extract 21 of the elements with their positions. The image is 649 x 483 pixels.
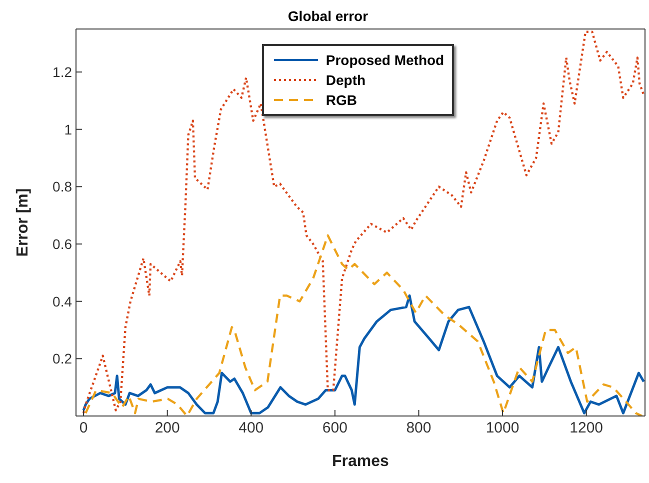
y-tick-label: 0.4 [52, 293, 72, 310]
x-tick-label: 600 [322, 420, 348, 437]
x-tick-label: 0 [79, 420, 88, 437]
line-series [82, 294, 645, 414]
x-tick-label: 1000 [486, 420, 520, 437]
y-axis-title: Error [m] [14, 188, 32, 257]
y-tick-label: 0.2 [52, 350, 72, 367]
x-tick-label: 1200 [570, 420, 604, 437]
chart-title: Global error [286, 8, 370, 26]
line-series [84, 234, 644, 416]
x-tick-label: 800 [406, 420, 432, 437]
legend-label: Depth [326, 72, 366, 88]
y-tick-label: 1 [64, 121, 72, 138]
y-tick-label: 0.8 [52, 178, 72, 195]
x-tick-label: 400 [238, 420, 264, 437]
x-axis-title: Frames [332, 453, 390, 470]
legend-label: Proposed Method [326, 52, 444, 68]
y-tick-label: 1.2 [52, 64, 72, 80]
x-tick-label: 200 [154, 420, 180, 437]
legend-label: RGB [326, 92, 357, 108]
y-tick-label: 0.6 [52, 236, 72, 252]
